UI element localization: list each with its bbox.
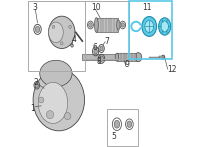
Ellipse shape [142,17,157,36]
Ellipse shape [114,120,120,128]
Text: 8: 8 [97,57,101,66]
Ellipse shape [159,18,171,35]
Ellipse shape [94,49,97,54]
Ellipse shape [94,18,98,32]
Text: 2: 2 [34,78,38,87]
Text: 3: 3 [33,3,38,12]
Ellipse shape [89,23,92,27]
Bar [149,57,159,58]
Ellipse shape [71,44,73,47]
Bar [129,1,172,59]
Text: 6: 6 [92,42,97,52]
Ellipse shape [52,25,55,29]
Ellipse shape [35,26,40,32]
Text: 5: 5 [112,132,117,141]
Text: 9: 9 [125,60,130,69]
Ellipse shape [145,20,154,32]
Bar [28,1,85,71]
Ellipse shape [40,60,72,87]
Ellipse shape [33,69,85,131]
Bar [96,18,118,32]
Ellipse shape [49,16,75,49]
Text: 4: 4 [72,35,77,44]
Bar [85,1,129,59]
Ellipse shape [161,21,168,32]
Ellipse shape [162,55,165,59]
Ellipse shape [115,53,119,61]
Ellipse shape [127,121,132,127]
Ellipse shape [60,42,63,45]
Ellipse shape [46,111,54,119]
Ellipse shape [117,20,120,30]
Text: 7: 7 [104,37,109,46]
Ellipse shape [100,56,103,62]
Ellipse shape [135,53,142,62]
Ellipse shape [38,82,68,123]
Ellipse shape [49,22,63,43]
Ellipse shape [39,97,44,103]
Bar [82,54,138,60]
Ellipse shape [121,23,124,27]
Ellipse shape [100,46,103,51]
Ellipse shape [35,83,38,87]
Text: 12: 12 [168,65,177,74]
Text: 10: 10 [91,3,100,12]
Text: 1: 1 [31,104,35,113]
Bar [107,109,138,146]
Text: 11: 11 [142,3,152,12]
Bar [159,56,164,58]
Ellipse shape [69,25,71,29]
Ellipse shape [64,113,71,120]
Bar [117,53,136,61]
